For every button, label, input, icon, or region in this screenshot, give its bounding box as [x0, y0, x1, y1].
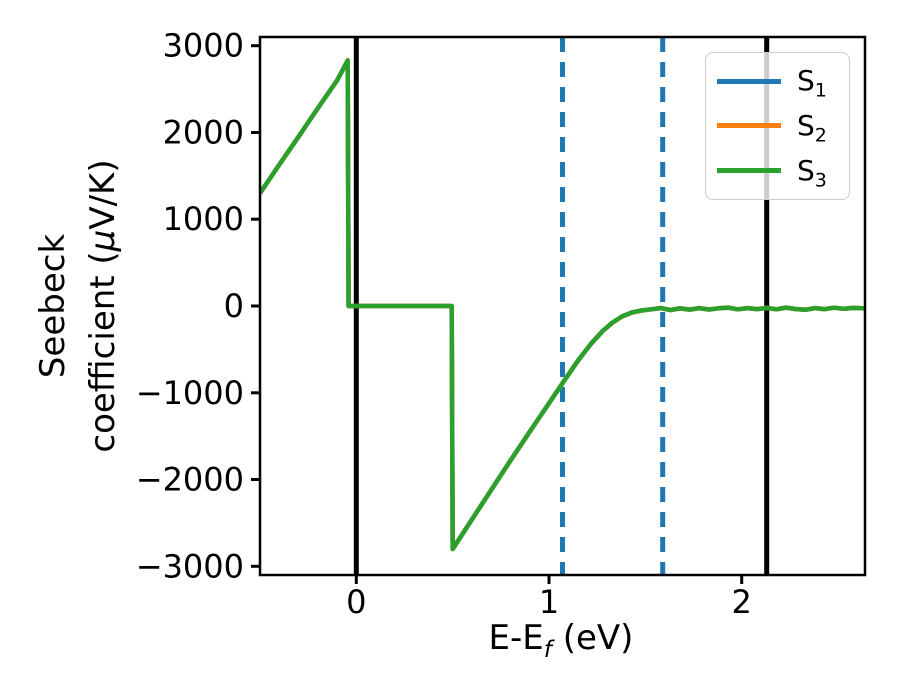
y-tick-label: −2000	[136, 461, 244, 499]
legend-line-sample-s1	[717, 78, 781, 84]
x-tick-label: 1	[539, 583, 559, 621]
y-tick-label: 0	[224, 287, 244, 325]
y-tick-label: −1000	[136, 374, 244, 412]
x-tick-label: 0	[346, 583, 366, 621]
legend-entry-s2: S2	[706, 108, 849, 147]
legend-label-s2: S2	[797, 108, 827, 147]
legend-line-sample-s2	[717, 123, 781, 129]
series-line-S3	[259, 58, 866, 552]
legend-label-s1: S1	[797, 64, 827, 102]
x-axis-label-subscript: f	[543, 636, 552, 663]
legend: S1 S2 S3	[705, 52, 850, 200]
axes-border	[258, 35, 867, 577]
y-tick-label: −3000	[136, 547, 244, 585]
y-axis-label: Seebeck coefficient (µV/K)	[28, 159, 128, 452]
x-tick-label: 2	[732, 583, 752, 621]
legend-line-sample-s3	[717, 168, 781, 174]
legend-entry-s1: S1	[706, 64, 849, 102]
y-tick-label: 1000	[163, 200, 244, 238]
y-tick-label: 3000	[163, 27, 244, 65]
legend-label-s3: S3	[797, 153, 827, 192]
legend-entry-s3: S3	[706, 153, 849, 192]
mu-symbol: µ	[83, 229, 123, 252]
y-axis-label-line1: Seebeck	[33, 233, 73, 379]
y-tick-label: 2000	[163, 114, 244, 152]
y-axis-label-line2: coefficient (µV/K)	[83, 159, 123, 453]
x-axis-label: E-Ef (eV)	[488, 618, 634, 663]
